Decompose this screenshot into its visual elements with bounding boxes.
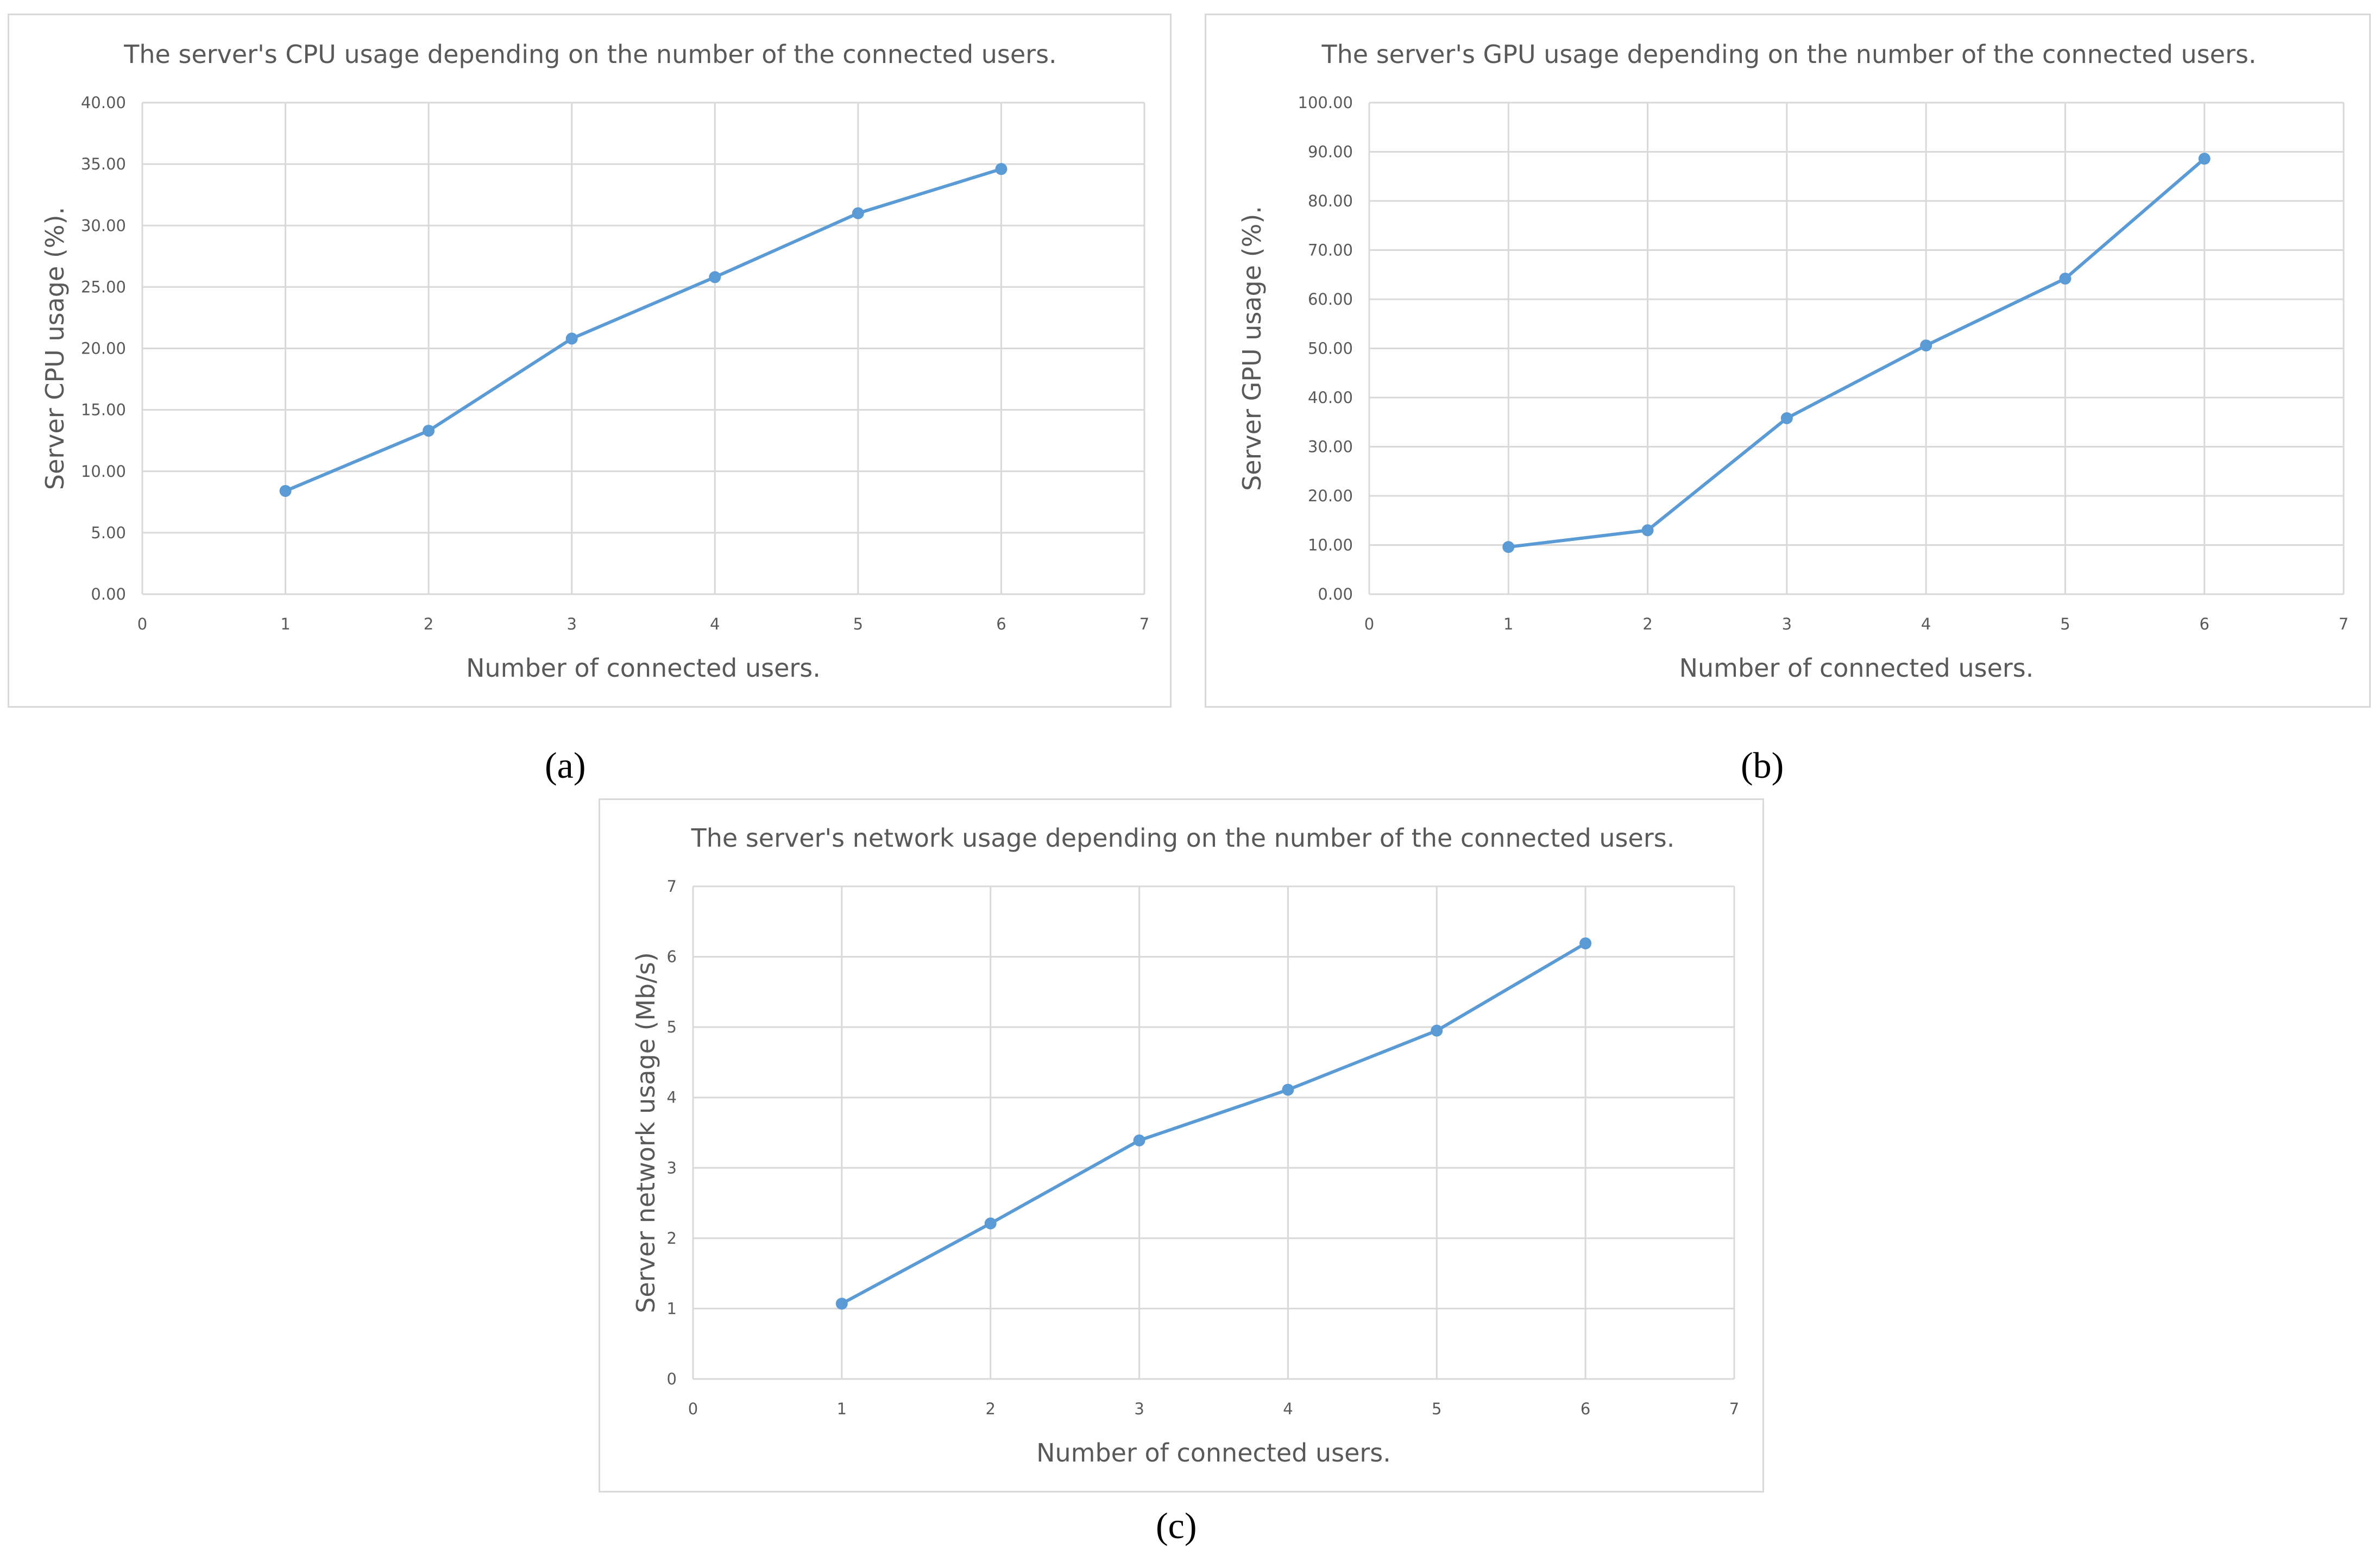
- gpu-data-point: [2059, 272, 2072, 285]
- chart-cpu: 0.005.0010.0015.0020.0025.0030.0035.0040…: [40, 40, 1149, 683]
- gpu-xtick-label: 4: [1921, 615, 1931, 633]
- cpu-ytick-label: 10.00: [81, 462, 126, 481]
- network-xtick-label: 0: [688, 1400, 698, 1418]
- cpu-x-axis-title: Number of connected users.: [466, 653, 821, 683]
- caption-b: (b): [1741, 745, 1784, 786]
- cpu-y-axis-title: Server CPU usage (%).: [40, 207, 70, 490]
- network-series-line: [841, 942, 1586, 1305]
- gpu-data-point: [1641, 524, 1654, 537]
- gpu-ytick-label: 50.00: [1308, 339, 1353, 358]
- gpu-gridlines: [1368, 102, 2345, 595]
- chart-panel-gpu: 0.00 10.00 20.00 30.00 40.00 50.00 60.00 70.00 8…: [1205, 14, 2371, 708]
- network-ytick-label: 3: [667, 1158, 677, 1177]
- gpu-x-axis-title: Number of connected users.: [1679, 653, 2034, 683]
- network-ytick-label: 4: [667, 1088, 677, 1107]
- chart-panel-cpu: 0.00 5.00 10.00 15.00 20.00 25.00 30.00 35.00 40…: [8, 14, 1172, 708]
- cpu-ytick-label: 0.00: [91, 585, 126, 603]
- network-data-point: [1579, 937, 1592, 949]
- gpu-ytick-label: 100.00: [1298, 93, 1353, 112]
- gpu-ytick-label: 20.00: [1308, 487, 1353, 505]
- gpu-ytick-label: 10.00: [1308, 536, 1353, 555]
- gpu-data-point: [2198, 153, 2211, 165]
- cpu-ytick-label: 5.00: [91, 524, 126, 542]
- network-xtick-label: 7: [1729, 1400, 1739, 1418]
- network-xtick-label: 3: [1134, 1400, 1144, 1418]
- cpu-ytick-label: 35.00: [81, 155, 126, 173]
- cpu-ytick-label: 30.00: [81, 216, 126, 235]
- cpu-ytick-label: 20.00: [81, 339, 126, 358]
- gpu-y-axis-title: Server GPU usage (%).: [1237, 206, 1267, 491]
- network-chart-title: The server's network usage depending on …: [691, 823, 1675, 853]
- cpu-xtick-label: 4: [710, 615, 720, 633]
- cpu-xtick-label: 2: [424, 615, 433, 633]
- gpu-xtick-label: 3: [1782, 615, 1792, 633]
- cpu-data-point: [279, 484, 292, 497]
- cpu-chart-title: The server's CPU usage depending on the …: [123, 40, 1056, 69]
- cpu-xtick-label: 7: [1139, 615, 1149, 633]
- cpu-data-point: [709, 271, 721, 284]
- cpu-gridlines: [141, 102, 1145, 595]
- gpu-ytick-label: 70.00: [1308, 241, 1353, 260]
- gpu-xtick-label: 2: [1642, 615, 1652, 633]
- gpu-xtick-label: 7: [2339, 615, 2348, 633]
- network-xtick-label: 5: [1432, 1400, 1441, 1418]
- network-data-point: [1133, 1134, 1145, 1147]
- cpu-data-point: [565, 332, 578, 345]
- network-data-point: [1282, 1084, 1294, 1096]
- gpu-data-point: [1780, 412, 1793, 425]
- cpu-data-point: [423, 425, 435, 437]
- cpu-data-point: [852, 207, 864, 219]
- gpu-ytick-label: 30.00: [1308, 438, 1353, 456]
- caption-c: (c): [1156, 1505, 1197, 1546]
- network-data-point: [984, 1217, 997, 1230]
- cpu-ytick-label: 40.00: [81, 93, 126, 112]
- cpu-ytick-label: 25.00: [81, 278, 126, 296]
- network-ytick-label: 7: [667, 877, 677, 896]
- gpu-data-point: [1502, 541, 1515, 553]
- gpu-xtick-label: 5: [2060, 615, 2070, 633]
- gpu-series-line: [1508, 157, 2206, 549]
- gpu-ytick-label: 60.00: [1308, 290, 1353, 308]
- caption-a: (a): [545, 745, 586, 786]
- cpu-xtick-label: 1: [280, 615, 290, 633]
- network-ytick-label: 5: [667, 1018, 677, 1036]
- gpu-data-point: [1920, 339, 1932, 352]
- gpu-ytick-label: 40.00: [1308, 388, 1353, 407]
- cpu-data-point: [995, 163, 1008, 175]
- chart-gpu: 0.00 10.00 20.00 30.00 40.00 50.00 60.00 70.00 8…: [1237, 40, 2348, 683]
- network-xtick-label: 6: [1581, 1400, 1590, 1418]
- gpu-ytick-label: 80.00: [1308, 192, 1353, 210]
- network-y-axis-title: Server network usage (Mb/s): [631, 952, 660, 1313]
- network-ytick-label: 0: [667, 1370, 677, 1388]
- network-ytick-label: 6: [667, 948, 677, 966]
- chart-network: 0 1 2 3 4 5 6 7 0 1 2 3 4 5 6 7 The server's network usa…: [631, 823, 1739, 1467]
- network-x-axis-title: Number of connected users.: [1036, 1438, 1391, 1467]
- cpu-xtick-label: 0: [137, 615, 147, 633]
- cpu-ytick-label: 15.00: [81, 401, 126, 419]
- network-data-point: [835, 1298, 848, 1310]
- chart-panel-network: 0 1 2 3 4 5 6 7 0 1 2 3 4 5 6 7 The server's network usa…: [599, 798, 1764, 1492]
- network-xtick-label: 1: [837, 1400, 847, 1418]
- network-data-point: [1431, 1024, 1443, 1037]
- gpu-ytick-label: 0.00: [1318, 585, 1353, 603]
- network-xtick-label: 4: [1283, 1400, 1293, 1418]
- network-ytick-label: 2: [667, 1229, 677, 1248]
- cpu-series-line: [285, 167, 1002, 493]
- cpu-xtick-label: 3: [566, 615, 576, 633]
- gpu-xtick-label: 6: [2199, 615, 2209, 633]
- gpu-xtick-label: 0: [1364, 615, 1374, 633]
- network-gridlines: [692, 885, 1735, 1380]
- cpu-xtick-label: 6: [996, 615, 1006, 633]
- network-xtick-label: 2: [985, 1400, 995, 1418]
- gpu-xtick-label: 1: [1503, 615, 1513, 633]
- gpu-ytick-label: 90.00: [1308, 143, 1353, 161]
- cpu-xtick-label: 5: [853, 615, 863, 633]
- network-ytick-label: 1: [667, 1299, 677, 1318]
- gpu-chart-title: The server's GPU usage depending on the …: [1321, 40, 2257, 69]
